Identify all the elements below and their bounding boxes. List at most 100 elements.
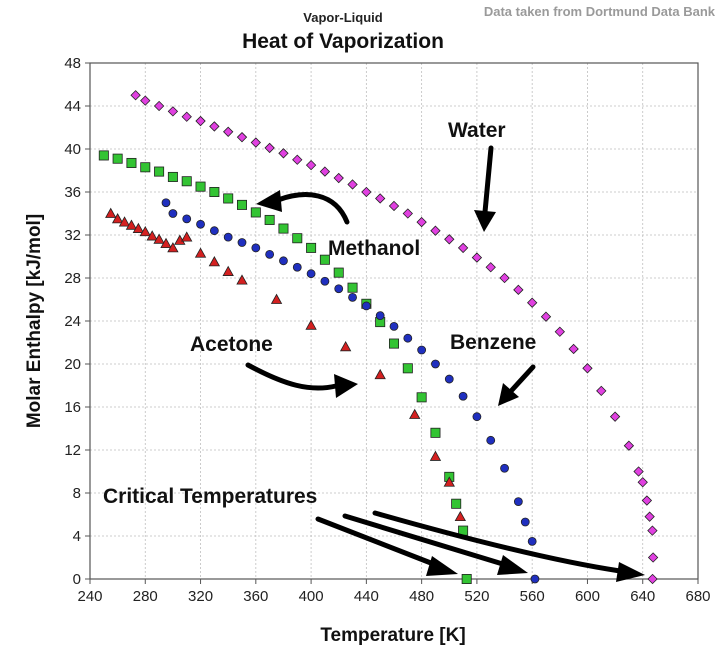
- x-tick-label: 320: [188, 588, 213, 605]
- data-point: [167, 106, 179, 117]
- data-point: [111, 213, 124, 224]
- annotation-acetone: Acetone: [190, 333, 273, 356]
- data-point: [444, 234, 455, 245]
- data-point: [333, 172, 344, 184]
- x-axis-label: Temperature [K]: [320, 625, 465, 646]
- data-point: [347, 179, 358, 190]
- data-point: [430, 427, 441, 438]
- critical-arrow-1-head: [426, 556, 458, 576]
- y-tick-label: 20: [64, 356, 81, 373]
- data-point: [139, 225, 151, 237]
- y-axis-label: Molar Enthalpy [kJ/mol]: [24, 214, 45, 428]
- data-point: [305, 159, 317, 171]
- data-point: [306, 242, 317, 253]
- data-point: [223, 232, 233, 242]
- data-point: [264, 214, 275, 225]
- data-point: [140, 162, 151, 173]
- data-point: [140, 95, 151, 106]
- y-tick-label: 32: [64, 227, 81, 244]
- data-point: [458, 391, 468, 401]
- data-point: [319, 254, 330, 265]
- data-point: [402, 363, 413, 374]
- data-point: [641, 495, 653, 506]
- data-point: [375, 311, 385, 321]
- x-tick-label: 560: [520, 588, 545, 605]
- data-point: [402, 208, 413, 219]
- x-tick-label: 400: [299, 588, 324, 605]
- data-point: [278, 223, 289, 234]
- data-point: [637, 477, 648, 488]
- data-point: [388, 338, 399, 349]
- data-point: [270, 293, 283, 304]
- data-point: [208, 256, 221, 267]
- data-point: [126, 157, 137, 168]
- y-tick-label: 0: [73, 571, 81, 588]
- y-tick-label: 48: [64, 55, 81, 72]
- data-point: [112, 153, 123, 164]
- annotation-critical-temperatures: Critical Temperatures: [103, 485, 317, 508]
- series-water: [130, 90, 659, 585]
- x-tick-label: 640: [630, 588, 655, 605]
- data-point: [513, 284, 524, 295]
- data-point: [454, 510, 467, 522]
- data-point: [153, 100, 165, 112]
- data-point: [305, 319, 317, 330]
- x-tick-label: 360: [243, 588, 268, 605]
- data-point: [194, 247, 207, 258]
- data-point: [375, 193, 386, 204]
- data-point: [644, 511, 655, 522]
- data-point: [167, 171, 178, 182]
- data-point: [130, 90, 141, 101]
- data-point: [105, 207, 117, 218]
- data-point: [250, 207, 261, 218]
- data-point: [443, 476, 455, 487]
- data-point: [236, 132, 248, 143]
- annotation-benzene: Benzene: [450, 331, 536, 354]
- data-point: [374, 368, 386, 380]
- data-point: [339, 340, 352, 352]
- data-point: [530, 574, 540, 584]
- data-point: [647, 573, 658, 585]
- data-point: [457, 242, 469, 254]
- data-point: [153, 233, 165, 244]
- data-point: [237, 238, 247, 247]
- data-point: [647, 552, 659, 563]
- critical-arrow-3: [372, 510, 623, 574]
- data-point: [181, 111, 192, 122]
- data-point: [403, 333, 413, 343]
- data-point: [278, 148, 289, 159]
- critical-arrow-2: [342, 513, 509, 568]
- data-point: [361, 186, 372, 198]
- annotation-labels: Water Methanol Benzene Acetone Critical …: [103, 119, 536, 508]
- data-point: [389, 321, 399, 331]
- data-point: [146, 230, 158, 241]
- critical-arrow-2-head: [497, 555, 528, 575]
- data-point: [292, 233, 303, 244]
- data-point: [430, 225, 441, 236]
- x-tick-label: 240: [77, 588, 102, 605]
- data-point: [431, 359, 440, 369]
- methanol-arrow: [275, 192, 350, 225]
- data-point: [500, 463, 509, 473]
- data-point: [306, 269, 316, 279]
- data-point: [609, 411, 621, 422]
- data-point: [209, 186, 220, 197]
- data-point: [347, 282, 358, 293]
- data-point: [223, 193, 234, 204]
- data-point: [168, 209, 178, 218]
- data-point: [623, 440, 635, 451]
- data-point: [154, 166, 165, 177]
- y-tick-label: 16: [64, 399, 81, 416]
- data-point: [485, 262, 496, 273]
- data-point: [596, 385, 607, 397]
- annotation-water: Water: [448, 119, 506, 142]
- data-point: [333, 267, 344, 278]
- data-point: [520, 517, 530, 527]
- data-point: [264, 142, 275, 154]
- data-point: [554, 326, 565, 337]
- critical-arrow-1: [315, 516, 439, 568]
- chart-subtitle: Vapor-Liquid: [303, 10, 383, 25]
- data-point: [429, 450, 442, 461]
- benzene-arrow: [509, 364, 536, 393]
